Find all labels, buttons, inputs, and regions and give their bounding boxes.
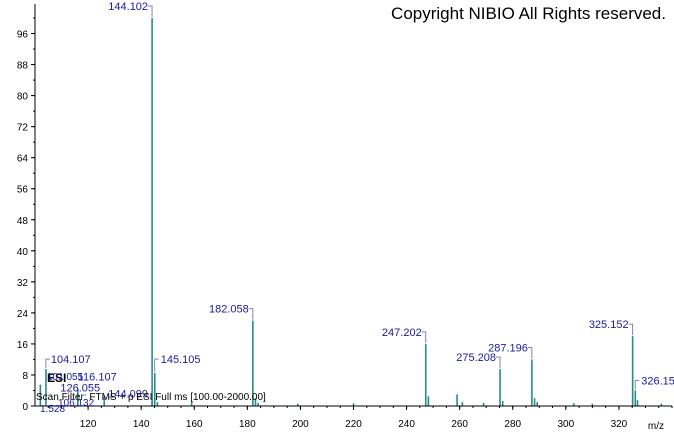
peak-bar <box>634 390 637 406</box>
esi-label: ESI <box>47 371 66 385</box>
x-tick-label: 240 <box>398 419 415 430</box>
peak-label: 326.156 <box>641 375 674 387</box>
peak-bar <box>482 402 485 406</box>
x-tick-label: 140 <box>133 419 150 430</box>
y-tick-label: 40 <box>17 247 29 258</box>
peak-label: 144.099 <box>108 388 148 400</box>
label-leader <box>154 358 159 373</box>
peak-bar <box>151 18 153 406</box>
x-tick-label: 280 <box>504 419 521 430</box>
y-tick-label: 96 <box>17 30 29 41</box>
peak-bar <box>591 403 594 406</box>
peak-bar <box>427 396 430 406</box>
peak-bar <box>499 369 501 406</box>
peaks-layer <box>39 18 663 406</box>
peak-label: 325.152 <box>589 319 629 331</box>
peak-bar <box>190 402 193 406</box>
fragment-label-3: 1.528 <box>40 404 65 415</box>
x-tick-label: 160 <box>186 419 203 430</box>
peak-bar <box>153 373 156 406</box>
y-tick-label: 48 <box>17 216 29 227</box>
label-leader <box>634 379 640 390</box>
label-leader <box>628 323 634 336</box>
scan-filter: Scan Filter: FTMS + p ESI Full ms [100.0… <box>36 392 266 403</box>
label-leader <box>148 5 153 17</box>
peak-bar <box>573 403 575 406</box>
peak-bar <box>631 336 634 406</box>
peak-bar <box>257 402 259 406</box>
label-leader <box>248 308 254 320</box>
peak-bar <box>461 402 464 406</box>
label-leader <box>527 346 533 359</box>
x-tick-label: 120 <box>80 419 97 430</box>
peak-bar <box>531 359 533 406</box>
peak-bar <box>297 403 299 406</box>
peak-bar <box>533 398 536 406</box>
y-tick-label: 16 <box>17 340 29 351</box>
peak-label: 116.107 <box>78 372 117 384</box>
y-tick-label: 0 <box>22 402 28 413</box>
peak-label: 104.107 <box>51 354 91 366</box>
peak-bar <box>456 394 458 406</box>
peak-bar <box>156 402 159 406</box>
fragment-label-2: 106.132 <box>58 398 95 409</box>
y-tick-label: 64 <box>17 154 29 165</box>
label-leader <box>421 331 427 343</box>
x-tick-label: 180 <box>239 419 256 430</box>
peak-label: 182.058 <box>209 304 249 316</box>
peak-bar <box>636 400 639 406</box>
peak-label: 275.208 <box>456 352 496 364</box>
x-tick-label: 260 <box>451 419 468 430</box>
x-tick-label: 320 <box>611 419 628 430</box>
peak-label: 144.102 <box>108 1 148 13</box>
x-tick-label: 200 <box>292 419 309 430</box>
peak-bar <box>77 388 79 406</box>
x-axis-label: m/z <box>648 421 664 432</box>
peak-label: 287.196 <box>488 342 528 354</box>
y-tick-label: 24 <box>17 309 29 320</box>
peak-label: 126.055 <box>60 382 100 394</box>
peak-label: 145.105 <box>161 354 201 366</box>
y-tick-label: 72 <box>17 123 29 134</box>
peak-bar <box>536 402 539 406</box>
peak-bar <box>103 396 106 406</box>
peak-bar <box>39 384 42 406</box>
label-leader <box>496 356 501 369</box>
y-tick-label: 56 <box>17 185 29 196</box>
x-tick-label: 220 <box>345 419 362 430</box>
peak-bar <box>254 398 257 406</box>
y-tick-label: 88 <box>17 61 29 72</box>
peak-bar <box>501 400 504 406</box>
peak-bar <box>660 403 663 406</box>
peak-bar <box>424 343 427 406</box>
copyright-notice: Copyright NIBIO All Rights reserved. <box>391 4 666 23</box>
y-tick-label: 80 <box>17 92 29 103</box>
peak-bar <box>352 403 355 406</box>
axes-layer: 0 8 16 24 32 40 48 56 64 72 80 88 96 120 140 160 180 200 2… <box>17 4 673 432</box>
peak-label: 247.202 <box>382 327 422 339</box>
peak-bar <box>45 369 47 406</box>
label-leader <box>45 358 50 369</box>
fragment-label-1: 101.055 <box>47 372 84 383</box>
peak-bar <box>252 320 254 406</box>
y-tick-label: 32 <box>17 278 29 289</box>
x-tick-label: 300 <box>557 419 574 430</box>
y-tick-label: 8 <box>22 371 28 382</box>
